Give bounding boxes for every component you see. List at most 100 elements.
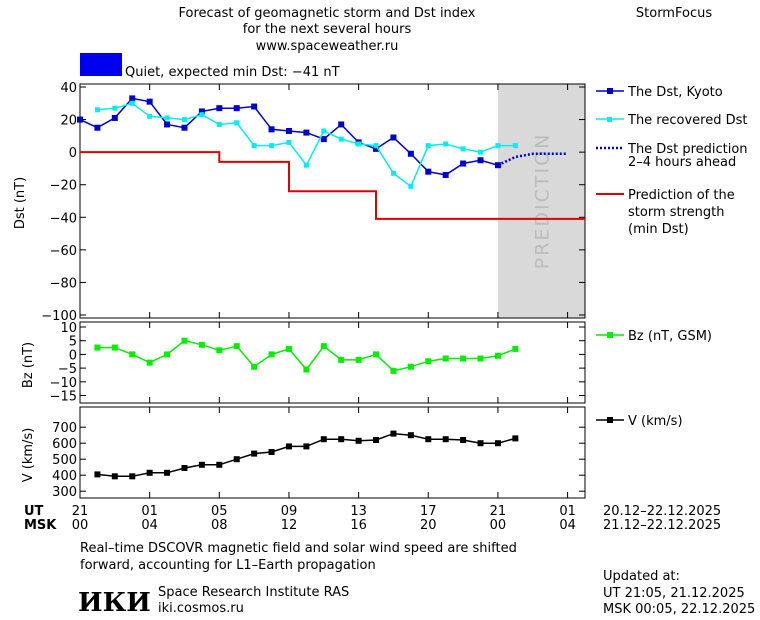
y-tick-label: 20 [60,114,77,129]
title-line-1: Forecast of geomagnetic storm and Dst in… [178,6,475,21]
data-point [285,127,292,134]
ut-tick-label: 09 [281,504,298,519]
data-point [390,134,397,141]
msk-tick-label: 04 [559,518,576,533]
ut-tick-label: 21 [72,504,89,519]
data-point [495,143,501,149]
legend-kyoto: The Dst, Kyoto [627,85,723,100]
bz-frame [79,321,586,404]
series-line [97,432,516,478]
legend-recovered: The recovered Dst [627,113,747,128]
ut-tick-label: 01 [559,504,576,519]
ut-date-range: 20.12–22.12.2025 [603,504,721,519]
legend-bz-marker [607,332,613,338]
y-tick-label: −20 [50,179,77,194]
data-point [286,139,292,145]
prediction-label: PREDICTION [531,133,553,270]
data-point [233,105,240,112]
legend-storm-2: storm strength [628,205,725,220]
msk-tick-label: 12 [281,518,298,533]
ut-tick-label: 17 [420,504,437,519]
data-point [373,143,379,149]
dst-axis-label: Dst (nT) [13,177,28,229]
data-point [268,449,275,455]
data-point [303,162,309,168]
y-tick-label: 40 [60,81,77,96]
data-point [460,355,467,362]
data-point [285,345,292,352]
data-point [321,128,327,134]
data-point [512,345,519,352]
institute-site[interactable]: iki.cosmos.ru [158,601,244,616]
msk-tick-label: 04 [141,518,158,533]
series-line [80,151,585,220]
data-point [460,437,467,443]
data-point [460,146,466,152]
brand-name: StormFocus [636,6,712,21]
data-point [390,170,396,176]
data-point [285,443,292,450]
msk-tick-label: 00 [490,518,507,533]
data-point [373,437,380,443]
title-line-2: for the next several hours [243,22,412,37]
data-point [338,356,345,363]
data-point [407,150,414,157]
data-point [338,436,345,443]
data-point [320,136,327,143]
data-point [94,471,101,478]
site-url[interactable]: www.spaceweather.ru [256,39,399,54]
data-point [94,124,101,131]
status-swatch [80,53,122,76]
y-tick-label: −5 [58,362,77,377]
data-point [268,351,275,358]
msk-label: MSK [24,518,57,533]
data-point [216,121,222,127]
v-frame [79,406,586,499]
y-tick-label: −60 [50,244,77,259]
data-point [94,344,101,351]
y-tick-label: −100 [41,309,77,324]
data-point [216,347,223,354]
legend: The Dst, Kyoto The recovered Dst The Dst… [596,85,748,429]
y-tick-label: −15 [50,390,77,405]
bz-axis-label: Bz (nT) [21,342,36,388]
data-point [129,95,136,102]
data-point [198,341,205,348]
data-point [111,114,118,121]
data-point [477,157,484,164]
data-point [251,103,258,110]
data-point [425,358,432,365]
data-point [478,149,484,155]
data-point [355,437,362,444]
data-point [94,107,100,113]
data-point [216,461,223,468]
ut-tick-label: 05 [211,504,228,519]
data-point [425,143,431,149]
data-point [408,183,414,189]
data-point [460,160,467,167]
data-point [181,465,188,471]
data-point [303,366,310,373]
data-point [390,430,397,437]
data-point [477,355,484,362]
data-point [233,456,240,463]
data-point [494,440,501,447]
data-point [356,141,362,147]
dst-panel: PREDICTION 40 20 0 −20 −40 −60 −80 −100 [41,81,586,324]
msk-tick-label: 20 [420,518,437,533]
data-point [251,363,258,370]
data-point [442,171,449,178]
v-axis-label: V (km/s) [21,428,36,483]
data-point [111,344,118,351]
data-point [77,116,83,123]
y-tick-label: −80 [50,276,77,291]
data-point [198,461,205,468]
ut-label: UT [24,504,44,519]
data-point [129,100,135,106]
data-point [129,351,136,358]
ut-tick-label: 01 [141,504,158,519]
legend-storm-1: Prediction of the [628,188,735,203]
y-tick-label: 500 [52,453,77,468]
